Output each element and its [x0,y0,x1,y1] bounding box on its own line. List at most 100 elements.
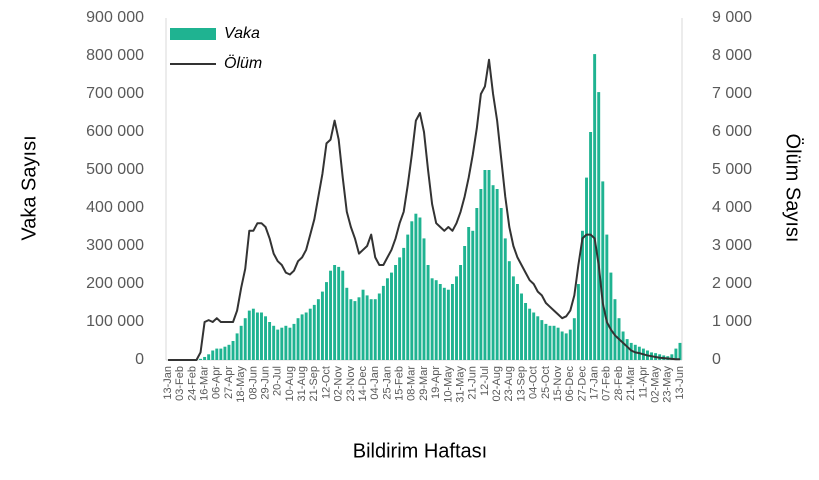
x-tick-label: 14-Dec [357,366,369,402]
bar [520,293,523,360]
x-tick-label: 28-Feb [613,366,625,401]
x-tick-label: 04-Jan [369,366,381,400]
bar [491,185,495,360]
x-tick-label: 11-Apr [637,366,649,399]
bar [674,348,678,360]
bar [621,331,625,360]
bar [605,234,609,360]
y2-tick-label: 5 000 [712,161,752,178]
bar [268,322,272,360]
bar [316,299,320,360]
bar [511,276,515,360]
x-tick-label: 13-Jan [162,366,174,400]
x-tick-label: 02-Nov [333,366,345,402]
y2-tick-label: 8 000 [712,47,752,64]
legend-label: Vaka [224,25,260,42]
bar [199,358,202,360]
x-tick-label: 02-Aug [491,366,503,401]
x-tick-label: 20-Jul [272,366,284,396]
bar [430,278,434,360]
bar [613,299,617,360]
y-tick-label: 0 [135,351,144,368]
x-tick-label: 19-Apr [430,366,442,399]
x-tick-label: 23-May [662,366,674,403]
bar [219,348,223,360]
x-tick-label: 04-Oct [528,366,540,399]
y2-tick-label: 9 000 [712,9,752,26]
bar [536,316,540,360]
bar [499,208,503,360]
bar [292,323,296,360]
bar [670,354,674,360]
bar [308,308,312,360]
bar [329,270,333,360]
bar [438,284,442,360]
bar [320,291,324,360]
bar [455,276,458,360]
bar [540,320,544,360]
bar [203,356,207,360]
legend-label: Ölüm [224,54,262,72]
bar [349,299,353,360]
bar [365,295,369,360]
x-tick-label: 02-May [649,366,661,403]
bar [243,318,247,360]
x-tick-label: 27-Apr [223,366,235,399]
x-tick-label: 12-Oct [320,366,332,399]
y2-tick-label: 3 000 [712,237,752,254]
legend-swatch [170,28,216,40]
bar [507,261,511,360]
y2-tick-label: 0 [712,351,721,368]
y2-tick-label: 1 000 [712,313,752,330]
bar [479,189,483,360]
bar [235,333,239,360]
bar [418,217,422,360]
x-tick-label: 15-Nov [552,366,564,402]
bar [515,284,519,360]
bar [414,213,418,360]
x-tick-label: 13-Jun [674,366,686,400]
bar [426,265,430,360]
x-tick-label: 21-Jun [467,366,479,400]
bar [353,301,357,360]
x-tick-label: 07-Feb [601,366,613,401]
bar [442,287,446,360]
x-tick-label: 08-Mar [406,366,418,401]
bar [467,227,471,360]
bar [341,270,345,360]
y-tick-label: 200 000 [86,275,144,292]
line [168,58,680,361]
x-tick-label: 25-Jan [381,366,393,400]
bar [463,246,467,360]
bar [373,299,377,360]
bar [483,170,487,360]
x-tick-label: 23-Aug [503,366,515,401]
bar [300,314,304,360]
bar [487,170,491,360]
bar [556,327,560,360]
bar [227,344,231,360]
bar [410,221,414,360]
bar [211,350,215,360]
bar [361,289,365,360]
bar [434,280,438,360]
x-axis-title: Bildirim Haftası [353,440,487,462]
bar [585,177,588,360]
bar [528,308,532,360]
bar [394,265,398,360]
bar [422,238,426,360]
x-tick-label: 12-Jul [479,366,491,396]
y-tick-label: 600 000 [86,123,144,140]
bar [345,287,349,360]
x-tick-label: 13-Sep [515,366,527,401]
x-tick-label: 29-Jun [259,366,271,400]
bar [264,316,268,360]
bar [377,293,381,360]
y2-tick-label: 2 000 [712,275,752,292]
x-tick-label: 10-May [442,366,454,403]
bar [576,284,580,360]
bar [296,318,300,360]
x-tick-label: 24-Feb [186,366,198,401]
y-tick-label: 500 000 [86,161,144,178]
